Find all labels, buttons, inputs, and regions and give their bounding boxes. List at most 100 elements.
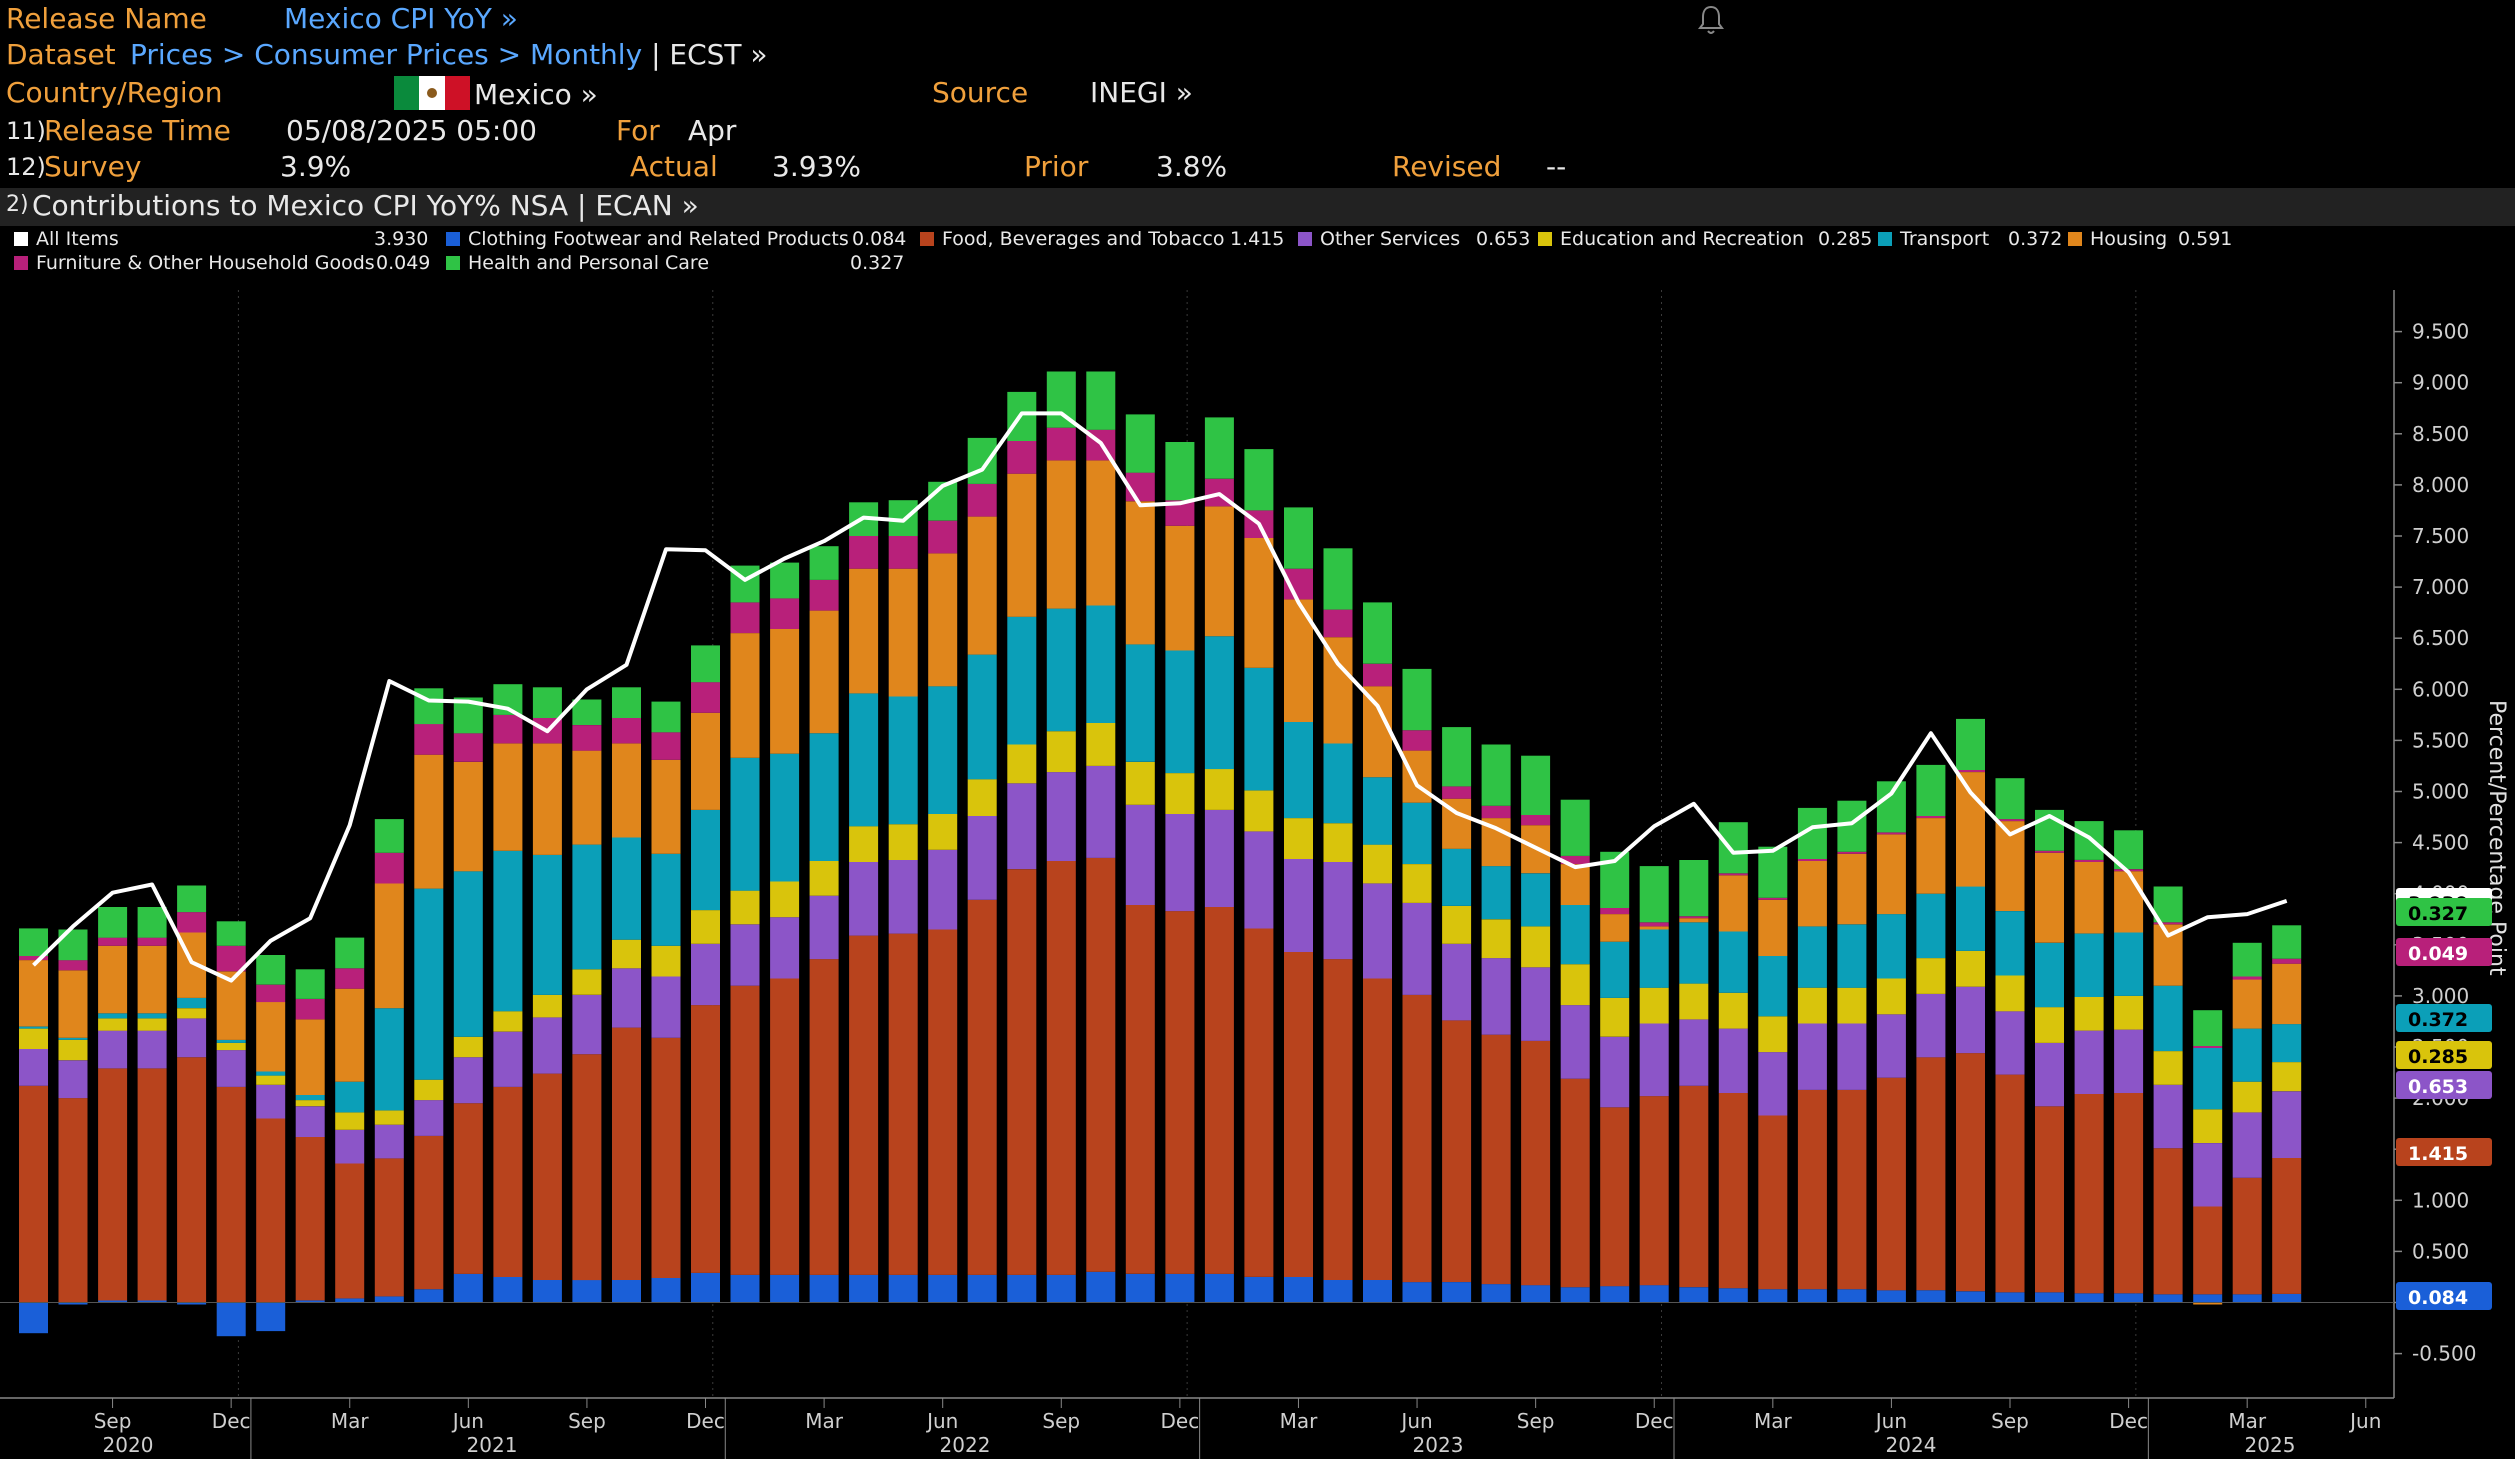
bar-other-services: [1402, 902, 1432, 995]
x-year-label: 2023: [1413, 1433, 1464, 1457]
legend-swatch: [14, 232, 28, 246]
legend-item-all-items[interactable]: All Items: [14, 228, 119, 250]
legend-item-clothing[interactable]: Clothing Footwear and Related Products: [446, 228, 849, 250]
bar-other-services: [1284, 859, 1313, 952]
bar-clothing: [691, 1272, 720, 1303]
legend-item-education[interactable]: Education and Recreation: [1538, 228, 1804, 250]
breadcrumb-consumer-prices[interactable]: Consumer Prices: [254, 38, 489, 71]
dataset-ticker[interactable]: | ECST »: [651, 38, 768, 71]
legend-item-health[interactable]: Health and Personal Care: [446, 252, 709, 274]
breadcrumb-prices[interactable]: Prices: [130, 38, 213, 71]
legend-item-housing[interactable]: Housing: [2068, 228, 2167, 250]
bar-education: [1086, 723, 1116, 766]
legend-value-all-items: 3.930: [374, 228, 429, 250]
bar-transport: [1600, 941, 1630, 998]
bell-icon[interactable]: [1696, 4, 1726, 43]
bar-food: [770, 978, 800, 1275]
bar-food: [1284, 952, 1313, 1277]
bar-health: [1718, 822, 1748, 874]
bar-housing: [809, 610, 839, 734]
bar-health: [1916, 764, 1946, 816]
bar-other-services: [2153, 1084, 2183, 1149]
bar-housing: [1363, 686, 1392, 778]
bar-other-services: [295, 1106, 325, 1137]
bar-education: [651, 945, 681, 977]
panel-title[interactable]: Contributions to Mexico CPI YoY% NSA | E…: [32, 189, 699, 222]
source-value[interactable]: INEGI »: [1090, 76, 1193, 109]
x-year-label: 2025: [2245, 1433, 2296, 1457]
country-value[interactable]: Mexico »: [394, 76, 598, 111]
bar-transport: [2232, 1028, 2262, 1082]
bar-clothing: [1995, 1292, 2025, 1303]
right-label-text: 0.285: [2408, 1046, 2468, 1068]
bar-clothing: [888, 1274, 918, 1303]
header-row-release: Release Name Mexico CPI YoY »: [0, 2, 2515, 40]
bar-other-services: [1837, 1023, 1867, 1090]
bar-food: [2114, 1093, 2144, 1294]
bar-food: [1679, 1085, 1709, 1288]
bar-clothing: [335, 1298, 365, 1303]
bar-health: [1086, 371, 1116, 430]
bar-other-services: [177, 1018, 207, 1058]
header-row-release-time: 11) Release Time 05/08/2025 05:00 For Ap…: [0, 114, 2515, 150]
bar-housing: [928, 553, 958, 687]
bar-transport: [1284, 722, 1313, 819]
bar-housing: [493, 743, 523, 851]
bar-furniture: [1046, 427, 1076, 461]
release-name-link[interactable]: Mexico CPI YoY »: [284, 2, 518, 35]
bar-food: [2272, 1158, 2302, 1294]
survey-label[interactable]: Survey: [44, 150, 142, 183]
bar-food: [1086, 857, 1116, 1272]
bar-furniture: [2232, 976, 2262, 980]
bar-clothing: [770, 1274, 800, 1303]
bar-clothing: [730, 1274, 760, 1303]
release-time-label[interactable]: Release Time: [44, 114, 231, 147]
bar-transport: [1204, 636, 1234, 770]
bar-furniture: [1442, 786, 1472, 799]
right-label-box: [2396, 1041, 2492, 1069]
bar-transport: [1402, 802, 1432, 864]
bar-education: [928, 814, 958, 850]
bar-education: [1797, 987, 1827, 1024]
bar-food: [1758, 1115, 1788, 1290]
breadcrumb-monthly[interactable]: Monthly: [530, 38, 643, 71]
legend-item-food[interactable]: Food, Beverages and Tobacco: [920, 228, 1224, 250]
bar-education: [1284, 818, 1313, 859]
bars-group: [19, 371, 2302, 1337]
bar-housing: [295, 1019, 325, 1095]
legend-item-transport[interactable]: Transport: [1878, 228, 1989, 250]
x-month-label: Sep: [1042, 1409, 1080, 1433]
right-label-clothing: 0.084: [2396, 1282, 2492, 1310]
right-label-text: 0.653: [2408, 1076, 2468, 1098]
y-tick-label: 7.500: [2412, 524, 2469, 548]
y-axis-title: Percent/Percentage Point: [2484, 700, 2509, 976]
bar-education: [19, 1028, 48, 1049]
dataset-breadcrumb: Prices > Consumer Prices > Monthly | ECS…: [130, 38, 768, 71]
legend-item-other-services[interactable]: Other Services: [1298, 228, 1460, 250]
bar-clothing: [1837, 1289, 1867, 1303]
bar-furniture: [849, 536, 879, 569]
bar-food: [1125, 904, 1155, 1274]
bar-furniture: [2193, 1046, 2223, 1048]
bar-health: [651, 701, 681, 733]
bar-food: [1837, 1089, 1867, 1290]
bar-health: [572, 699, 602, 725]
y-tick-label: 9.000: [2412, 371, 2469, 395]
bar-education: [1837, 987, 1867, 1024]
bar-other-services: [1758, 1052, 1788, 1116]
bar-transport: [1481, 866, 1511, 920]
bar-transport: [967, 654, 997, 780]
bar-education: [1363, 844, 1392, 884]
dataset-label: Dataset: [6, 38, 116, 71]
bar-furniture: [691, 682, 720, 713]
legend-item-furniture[interactable]: Furniture & Other Household Goods: [14, 252, 375, 274]
bar-food: [1402, 994, 1432, 1283]
bar-clothing: [1244, 1277, 1274, 1303]
bar-clothing: [1797, 1289, 1827, 1303]
bar-education: [2074, 996, 2104, 1031]
bar-other-services: [1679, 1019, 1709, 1086]
legend-label: Clothing Footwear and Related Products: [468, 228, 849, 250]
bar-health: [1284, 507, 1313, 569]
bar-housing: [1204, 506, 1234, 637]
country-label: Country/Region: [6, 76, 223, 109]
